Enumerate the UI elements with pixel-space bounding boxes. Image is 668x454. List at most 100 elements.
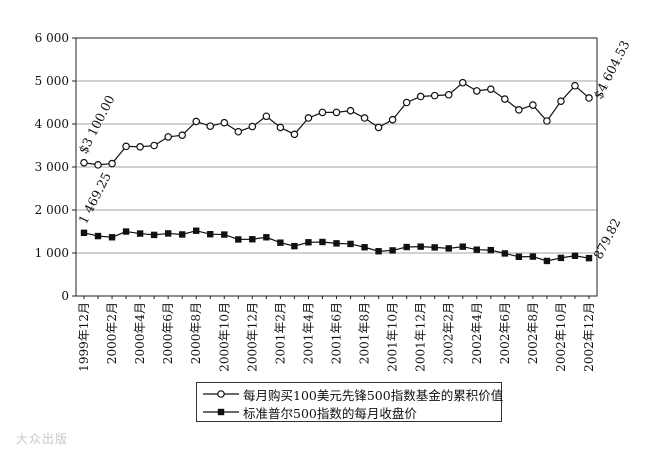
data-point [458, 78, 467, 87]
data-point [347, 240, 354, 248]
x-tick-label: 2001年8月 [358, 302, 372, 364]
x-tick-label: 2001年2月 [273, 302, 287, 364]
data-point [305, 239, 312, 246]
data-label: 1 469.25 [75, 170, 114, 226]
data-point [557, 254, 565, 262]
data-point [459, 243, 466, 250]
data-point [571, 252, 579, 259]
x-axis: 1999年12月 2000年2月 2000年4月 2000年6月 2000年8月 2000… [77, 296, 596, 372]
y-tick-label: 6 000 [35, 31, 69, 45]
data-point [416, 92, 425, 101]
data-point [291, 242, 298, 250]
watermark: 大众出版 [16, 432, 69, 446]
legend-item-sp500-close: 标准普尔500指数的每月收盘价 [203, 403, 417, 421]
data-point [304, 114, 313, 122]
data-point [221, 231, 228, 238]
data-point [178, 231, 186, 238]
data-point [164, 133, 172, 141]
data-point [108, 234, 116, 241]
open-circle-marker-icon [203, 390, 239, 398]
data-point [403, 243, 410, 251]
data-point [360, 114, 369, 122]
data-point [515, 106, 523, 114]
data-point [430, 91, 439, 100]
data-point [473, 246, 480, 253]
data-point [136, 230, 144, 237]
legend-label-cumulative-value: 每月购买100美元先锋500指数基金的累积价值 [243, 387, 504, 403]
data-point [94, 232, 102, 240]
x-tick-label: 2002年12月 [582, 302, 596, 372]
data-point [318, 108, 327, 117]
data-point [529, 101, 537, 109]
x-tick-label: 2002年6月 [498, 302, 512, 364]
y-tick-label: 0 [61, 289, 69, 303]
series-cumulative-value [80, 78, 593, 169]
y-tick-label: 2 000 [35, 203, 69, 217]
data-point [501, 95, 509, 103]
data-point [290, 130, 299, 139]
data-point [543, 257, 551, 265]
data-point [389, 247, 396, 254]
data-point [249, 236, 256, 243]
data-point [248, 122, 257, 131]
x-tick-label: 2002年2月 [442, 302, 456, 364]
y-tick-label: 3 000 [35, 160, 69, 174]
data-point [235, 236, 242, 243]
x-tick-label: 2001年12月 [414, 302, 428, 372]
data-point [178, 131, 186, 139]
data-point [122, 228, 130, 235]
data-point [193, 227, 200, 234]
data-point [94, 161, 102, 169]
data-point [515, 253, 523, 260]
data-point [445, 245, 452, 252]
data-point [388, 115, 397, 124]
x-tick-label: 2002年8月 [526, 302, 540, 364]
data-point [375, 248, 382, 255]
legend-item-cumulative-value: 每月购买100美元先锋500指数基金的累积价值 [203, 385, 503, 403]
x-tick-label: 2000年6月 [161, 302, 175, 364]
data-point [263, 234, 270, 241]
x-tick-label: 2000年8月 [189, 302, 203, 364]
data-point [543, 117, 551, 125]
x-tick-label: 2002年4月 [470, 302, 484, 364]
data-point [346, 106, 355, 115]
x-tick-label: 2000年2月 [105, 302, 119, 364]
x-tick-label: 2000年10月 [217, 302, 231, 372]
y-tick-label: 5 000 [35, 74, 69, 88]
x-tick-label: 2002年10月 [554, 302, 568, 372]
x-tick-label: 2001年4月 [301, 302, 315, 364]
data-point [277, 239, 284, 246]
data-point [529, 253, 537, 260]
data-point [150, 231, 158, 239]
data-point [417, 243, 424, 250]
data-point [234, 127, 243, 136]
data-point [585, 254, 593, 262]
data-point [206, 122, 215, 130]
data-point [80, 158, 88, 167]
data-point [136, 142, 144, 151]
data-point [220, 118, 229, 127]
data-point [108, 159, 116, 168]
series-sp500-close [80, 227, 593, 265]
data-point [402, 98, 411, 107]
x-tick-label: 2001年6月 [330, 302, 344, 364]
y-axis: 0 1 000 2 000 3 000 4 000 5 000 6 000 [35, 31, 76, 303]
x-tick-label: 2001年10月 [386, 302, 400, 372]
data-point [319, 238, 326, 246]
data-point [207, 231, 214, 238]
x-tick-label: 2000年12月 [245, 302, 259, 372]
x-tick-label: 1999年12月 [77, 302, 91, 372]
data-point [192, 117, 201, 126]
data-point [80, 229, 88, 237]
data-point [150, 141, 158, 150]
data-point [164, 230, 172, 237]
legend: 每月购买100美元先锋500指数基金的累积价值 标准普尔500指数的每月收盘价 [196, 382, 503, 422]
data-point [361, 244, 368, 251]
data-point [332, 108, 341, 117]
x-tick-label: 2000年4月 [133, 302, 147, 364]
data-point [571, 81, 579, 90]
data-point [122, 142, 130, 151]
data-point [276, 123, 285, 132]
grid-lines [76, 80, 597, 254]
